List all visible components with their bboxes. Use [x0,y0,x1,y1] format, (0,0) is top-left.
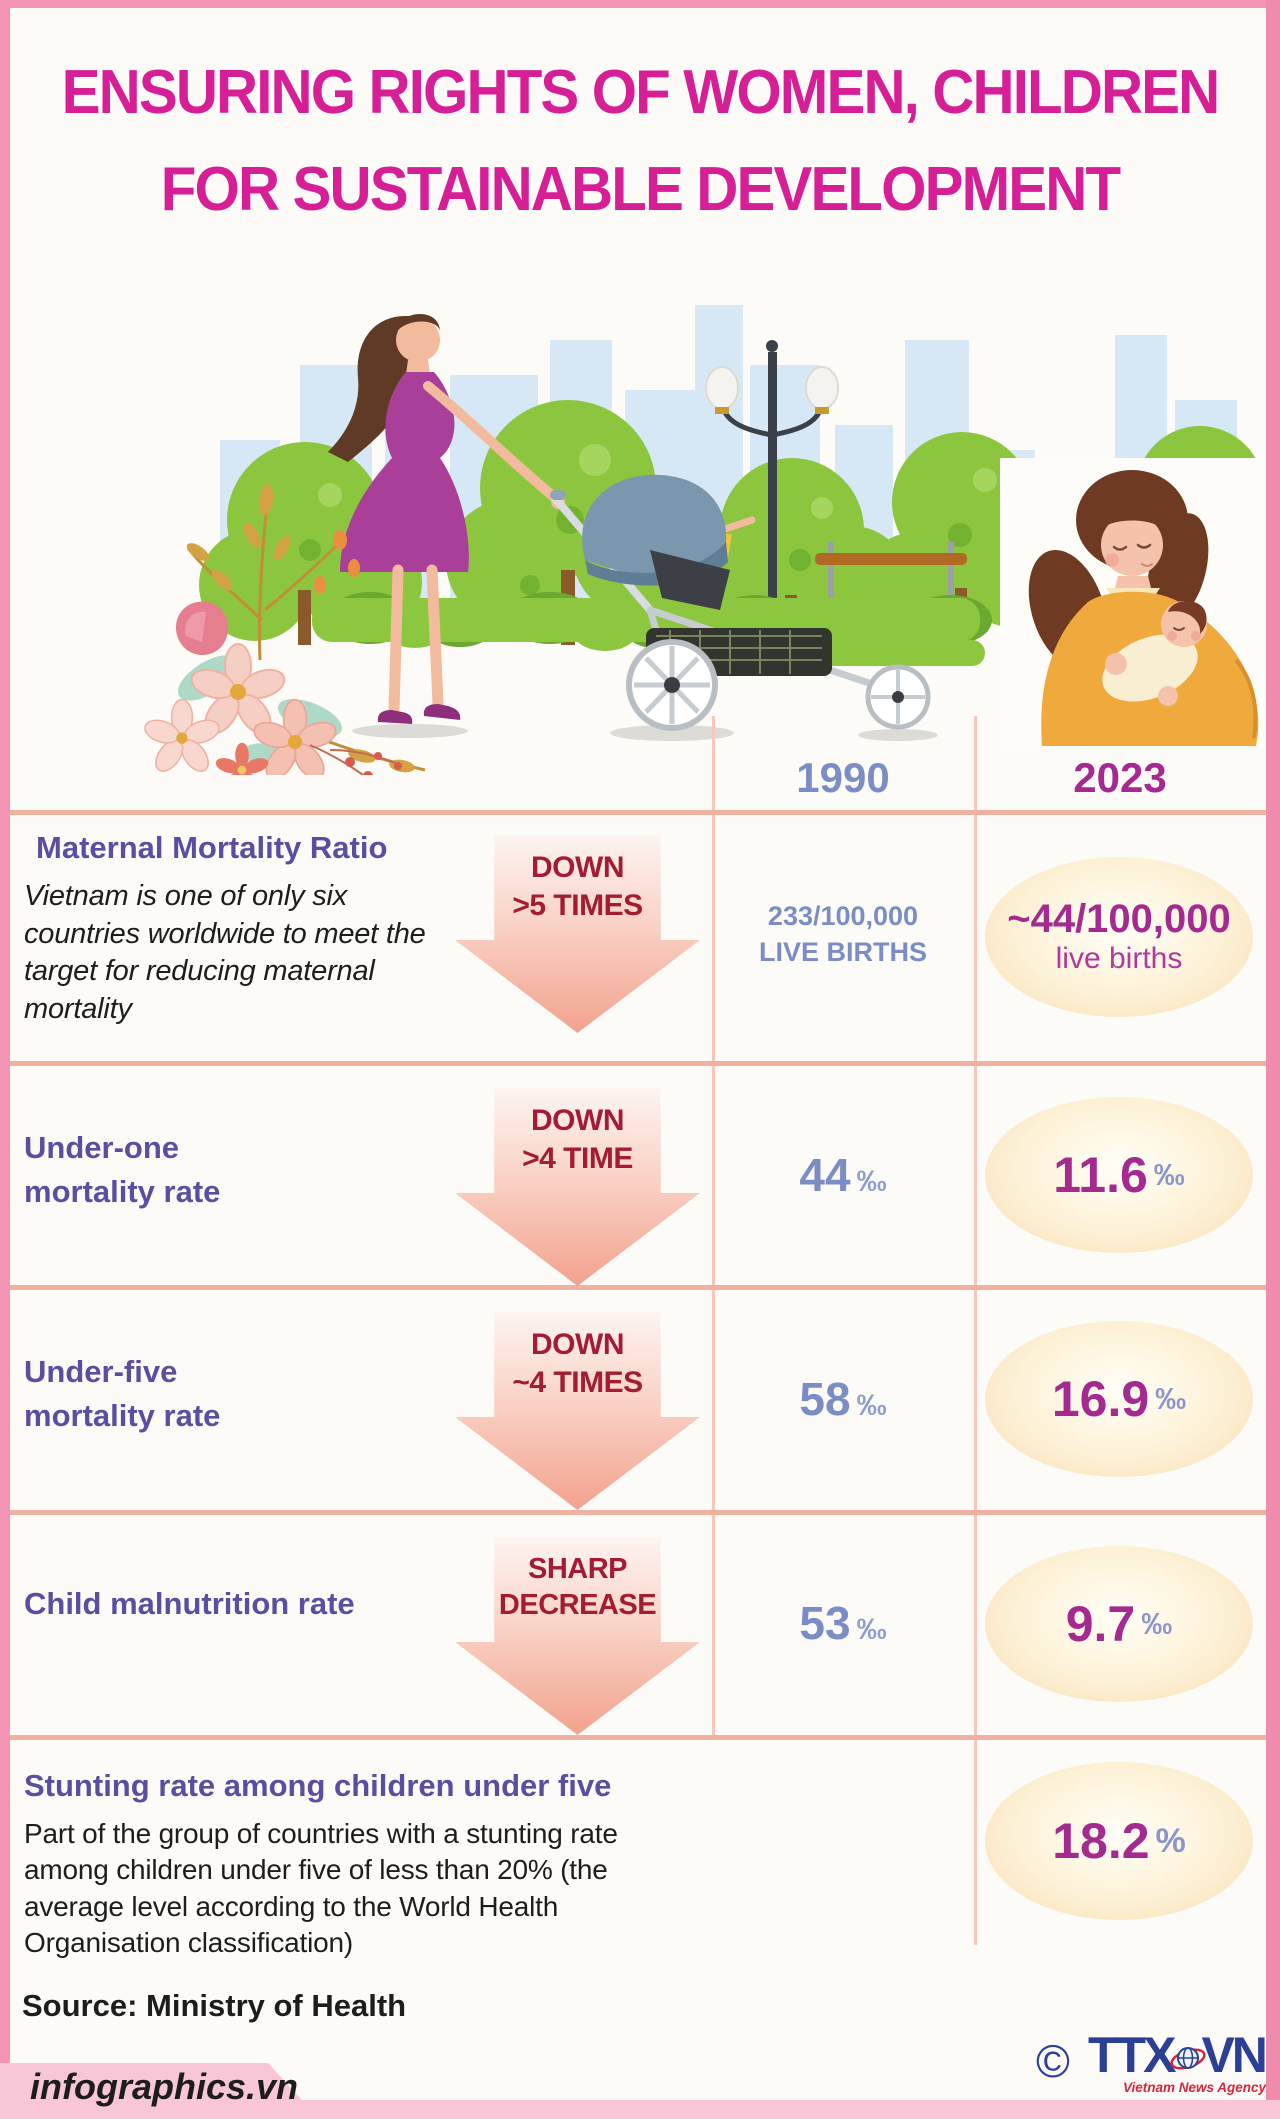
row-label: Stunting rate among children under five [24,1768,612,1803]
row-label-line1: Under-five [24,1354,178,1389]
value-1990-under-five: 58 ‰ [799,1373,887,1425]
mother-and-baby [1000,458,1266,748]
value-2023-stunting: 18.2 % [985,1762,1253,1920]
value-2023-under-five: 16.9 ‰ [985,1321,1253,1477]
down-arrow-icon: DOWN ~4 TIMES [455,1312,700,1510]
row-divider [10,810,1266,815]
row-divider [10,1510,1266,1515]
down-arrow-icon: DOWN >5 TIMES [455,835,700,1033]
column-divider-1 [712,716,715,1740]
mother-with-stroller [328,313,565,724]
column-header-1990: 1990 [796,754,890,801]
arrow-text-line1: DOWN [531,1328,624,1361]
ttxvn-logo: TTX VN [1088,2027,1268,2083]
row-under-five: Under-five mortality rate [24,1350,220,1438]
row-note: Vietnam is one of only six countries wor… [24,880,426,1026]
down-arrow-icon: DOWN >4 TIME [455,1088,700,1286]
page-title-line1: ENSURING RIGHTS OF WOMEN, CHILDREN [61,58,1221,127]
frame-right [1266,0,1280,2119]
row-label-line1: Under-one [24,1130,179,1165]
frame-top [0,0,1280,8]
down-arrow-icon: SHARP DECREASE [455,1537,700,1735]
value-2023-malnutrition: 9.7 ‰ [985,1546,1253,1702]
row-label-line2: mortality rate [24,1398,221,1434]
agency-name: Vietnam News Agency [1122,2080,1266,2095]
value-1990-maternal: 233/100,000 LIVE BIRTHS [758,901,927,968]
arrow-text-line2: >4 TIME [522,1141,633,1175]
column-header-2023: 2023 [1073,754,1167,801]
flower-bouquet [144,484,426,775]
value-2023-under-one: 11.6 ‰ [985,1097,1253,1253]
arrow-text-line1: DOWN [531,851,624,884]
arrow-text-line1: SHARP [527,1553,628,1585]
column-divider-2 [974,716,977,1945]
row-label: Maternal Mortality Ratio [36,830,388,865]
frame-left [0,0,10,2119]
park-illustration [144,305,1266,775]
row-note: Part of the group of countries with a st… [24,1818,618,1959]
arrow-text-line2: DECREASE [498,1589,657,1622]
row-label-line2: mortality rate [24,1174,221,1210]
arrow-text-line2: ~4 TIMES [512,1365,643,1399]
brand-infographics-vn: infographics.vn [30,2066,299,2107]
page-title: ENSURING RIGHTS OF WOMEN, CHILDREN FOR S… [0,44,1280,238]
globe-icon [1170,2047,1207,2070]
value-1990-malnutrition: 53 ‰ [799,1597,887,1649]
stroller [550,474,931,731]
page-title-line2: FOR SUSTAINABLE DEVELOPMENT [160,155,1121,224]
blossoms [144,643,337,775]
lamp-post [705,340,839,652]
row-stunting: Stunting rate among children under five … [24,1764,684,1962]
row-divider [10,1061,1266,1066]
row-label: Child malnutrition rate [24,1586,355,1621]
row-divider [10,1735,1266,1740]
source-credit: Source: Ministry of Health [22,1988,407,2023]
row-maternal-mortality: Maternal Mortality Ratio Vietnam is one … [24,826,432,1029]
row-child-malnutrition: Child malnutrition rate [24,1582,355,1626]
arrow-text-line1: DOWN [531,1104,624,1137]
arrow-text-line2: >5 TIMES [512,888,643,922]
value-1990-under-one: 44 ‰ [799,1149,887,1201]
row-under-one: Under-one mortality rate [24,1126,220,1214]
value-2023-maternal: ~44/100,000 live births [985,857,1253,1017]
row-divider [10,1285,1266,1290]
copyright-symbol: © [1036,2035,1070,2087]
